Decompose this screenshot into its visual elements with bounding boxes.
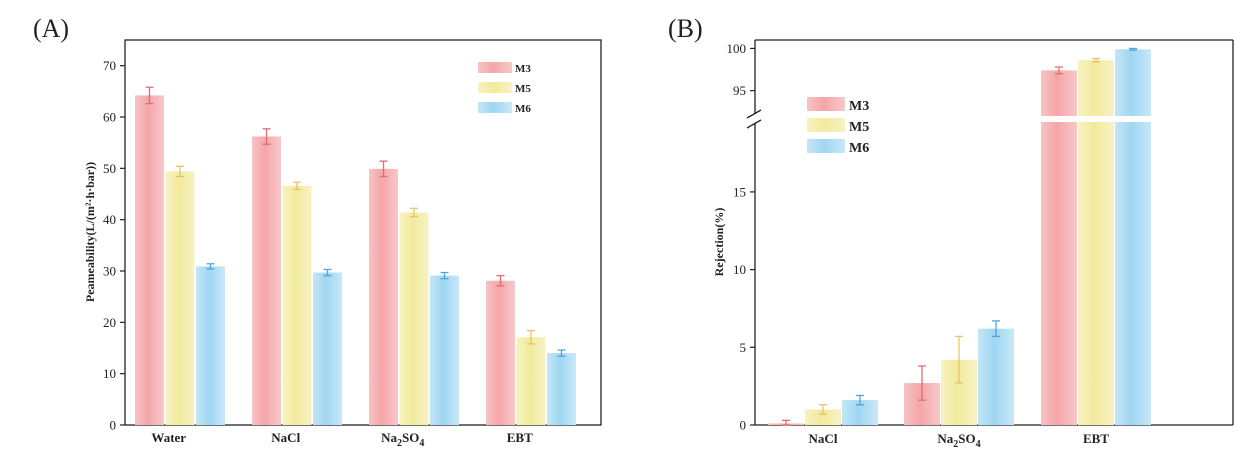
panel-b-legend: M3 M5 M6 xyxy=(807,97,869,156)
error-bar xyxy=(440,271,449,280)
error-bar xyxy=(262,128,271,145)
category-label: Water xyxy=(151,430,186,445)
bar-m6 xyxy=(430,275,459,425)
error-bar xyxy=(410,207,418,218)
legend-swatch-m3 xyxy=(478,62,512,73)
panel-b: (B) 0 5 10 15 95 100 NaCl Na2SO4 EBT Rejection(… xyxy=(668,14,1234,450)
panel-b-x-labels: NaCl Na2SO4 EBT xyxy=(809,431,1110,450)
error-bar xyxy=(293,181,301,191)
y-tick-label: 10 xyxy=(733,262,746,277)
error-bar xyxy=(323,268,332,277)
panel-b-y-axis-title: Rejection(%) xyxy=(712,208,726,277)
bar-m5 xyxy=(165,171,195,425)
error-bar xyxy=(557,349,566,357)
axis-break-mark xyxy=(746,109,762,119)
y-tick-label: 40 xyxy=(103,212,116,227)
y-tick-label: 60 xyxy=(103,110,116,125)
error-bar xyxy=(918,365,926,401)
category-label: EBT xyxy=(507,430,533,445)
legend-swatch-m5 xyxy=(807,118,845,132)
bar-m3 xyxy=(135,95,164,425)
error-bar xyxy=(176,165,184,178)
category-label: Na2SO4 xyxy=(381,430,424,449)
y-tick-label: 15 xyxy=(733,184,746,199)
error-bar xyxy=(1129,47,1137,51)
panel-a-label: (A) xyxy=(33,14,69,43)
error-bar xyxy=(856,394,864,406)
panel-b-bars xyxy=(768,47,1151,426)
legend-label: M5 xyxy=(849,120,869,135)
bar-m5 xyxy=(399,212,429,425)
legend-swatch-m6 xyxy=(478,102,512,113)
panel-b-label: (B) xyxy=(668,14,703,43)
bar-m5 xyxy=(282,185,312,425)
error-bar xyxy=(955,335,963,384)
panel-a-frame xyxy=(124,39,602,426)
bar-m6 xyxy=(313,272,342,425)
y-tick-label: 30 xyxy=(103,264,116,279)
y-tick-label: 0 xyxy=(110,418,117,433)
bar-m6 xyxy=(196,266,225,425)
panel-a-y-axis-title: Peameability(L/(m²·h·bar)) xyxy=(83,162,97,302)
bar-m6 xyxy=(547,353,576,425)
error-bar xyxy=(819,404,827,415)
legend-label: M6 xyxy=(849,141,869,156)
y-tick-label: 10 xyxy=(103,366,116,381)
error-bar xyxy=(782,419,790,426)
bar-m5 xyxy=(805,409,841,425)
bar-m3 xyxy=(1041,122,1077,425)
legend-label: M3 xyxy=(849,99,869,114)
bar-m5 xyxy=(1078,122,1114,425)
panel-a-y-ticks: 0 10 20 30 40 50 60 70 xyxy=(103,58,125,433)
bar-m6 xyxy=(1115,49,1151,116)
panel-a: (A) 0 10 20 30 40 50 60 70 Water NaCl Na2SO4 EBT P… xyxy=(33,14,602,449)
panel-a-legend: M3 M5 M6 xyxy=(478,62,531,115)
bar-m3 xyxy=(486,280,515,425)
bar-m3 xyxy=(1041,70,1077,116)
legend-swatch-m3 xyxy=(807,97,845,111)
bar-m3 xyxy=(252,136,281,426)
error-bar xyxy=(496,274,505,287)
y-tick-label: 70 xyxy=(103,58,116,73)
error-bar xyxy=(1092,57,1100,63)
error-bar xyxy=(992,320,1000,338)
legend-label: M6 xyxy=(515,103,531,115)
category-label: EBT xyxy=(1083,431,1109,446)
error-bar xyxy=(145,86,154,105)
y-tick-label: 100 xyxy=(727,41,747,56)
category-label: Na2SO4 xyxy=(937,431,980,450)
y-tick-label: 0 xyxy=(740,418,747,433)
error-bar xyxy=(379,160,388,178)
y-tick-label: 20 xyxy=(103,315,116,330)
panel-a-bars xyxy=(135,86,576,426)
bar-m6 xyxy=(978,328,1014,425)
error-bar xyxy=(206,263,215,270)
legend-label: M3 xyxy=(515,63,531,75)
legend-label: M5 xyxy=(515,83,531,95)
bar-m5 xyxy=(516,337,546,425)
category-label: NaCl xyxy=(809,431,838,446)
axis-break-mark xyxy=(746,119,762,129)
error-bar xyxy=(527,329,535,345)
legend-swatch-m5 xyxy=(478,82,512,93)
bar-m6 xyxy=(1115,122,1151,425)
y-tick-label: 50 xyxy=(103,161,116,176)
panel-a-x-labels: Water NaCl Na2SO4 EBT xyxy=(151,430,533,449)
legend-swatch-m6 xyxy=(807,139,845,153)
panel-b-y-ticks: 0 5 10 15 95 100 xyxy=(727,41,755,433)
y-tick-label: 5 xyxy=(740,340,747,355)
error-bar xyxy=(1055,66,1063,75)
category-label: NaCl xyxy=(271,430,300,445)
bar-m5 xyxy=(1078,60,1114,116)
y-tick-label: 95 xyxy=(733,83,746,98)
bar-m3 xyxy=(369,168,398,425)
